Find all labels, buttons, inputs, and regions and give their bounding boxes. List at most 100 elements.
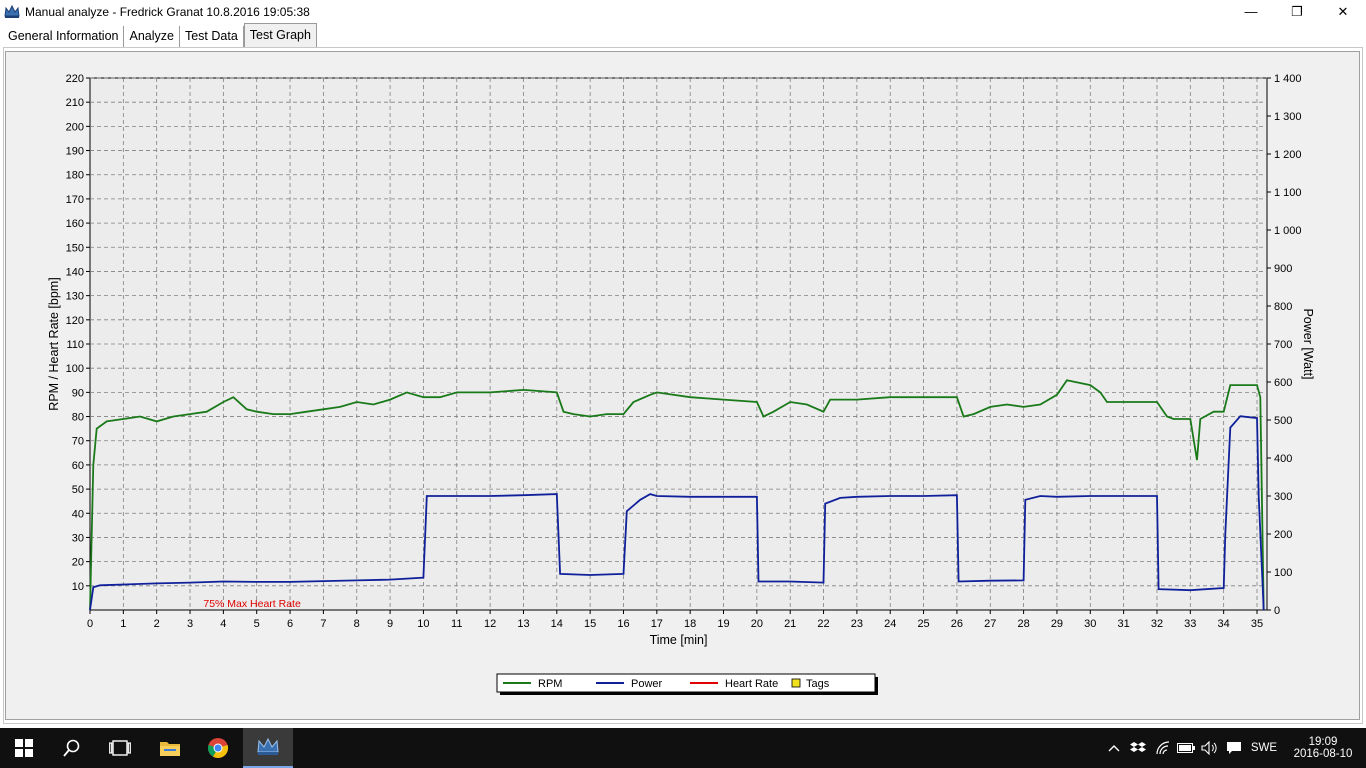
taskbar: SWE 19:09 2016-08-10 xyxy=(0,728,1366,768)
x-tick-label: 17 xyxy=(651,618,663,630)
y-tick-label: 140 xyxy=(66,266,84,278)
y-tick-label: 120 xyxy=(66,315,84,327)
window-title: Manual analyze - Fredrick Granat 10.8.20… xyxy=(25,4,310,19)
series-line-power xyxy=(89,415,1265,611)
x-tick-label: 23 xyxy=(851,618,863,630)
y-tick-label: 40 xyxy=(72,508,84,520)
search-button[interactable] xyxy=(48,728,96,768)
x-tick-label: 33 xyxy=(1184,618,1196,630)
x-tick-label: 4 xyxy=(220,618,226,630)
legend-swatch xyxy=(791,678,801,688)
file-explorer-button[interactable] xyxy=(146,728,194,768)
dropbox-tray[interactable] xyxy=(1128,728,1148,768)
network-tray[interactable] xyxy=(1152,728,1174,768)
y2-axis-label: Power [Watt] xyxy=(1301,308,1315,379)
x-tick-label: 28 xyxy=(1017,618,1029,630)
tab-general-information[interactable]: General Information xyxy=(3,26,125,47)
action-center-tray[interactable] xyxy=(1223,728,1245,768)
y-tick-label: 180 xyxy=(66,170,84,182)
manual-analyze-taskbar-button[interactable] xyxy=(243,728,293,768)
y2-tick-label: 1 400 xyxy=(1274,73,1302,85)
y-tick-label: 50 xyxy=(72,484,84,496)
x-tick-label: 29 xyxy=(1051,618,1063,630)
legend-label: Heart Rate xyxy=(725,678,778,690)
x-axis-label: Time [min] xyxy=(650,633,708,647)
x-tick-label: 8 xyxy=(354,618,360,630)
x-tick-label: 5 xyxy=(254,618,260,630)
legend-shadow xyxy=(500,692,878,695)
x-tick-label: 18 xyxy=(684,618,696,630)
y-tick-label: 200 xyxy=(66,121,84,133)
y2-tick-label: 800 xyxy=(1274,301,1292,313)
tab-strip: General Information Analyze Test Data Te… xyxy=(0,23,1366,47)
y-tick-label: 150 xyxy=(66,242,84,254)
y-tick-label: 220 xyxy=(66,73,84,85)
folder-icon xyxy=(160,742,180,756)
tab-analyze[interactable]: Analyze xyxy=(124,26,180,47)
x-tick-label: 32 xyxy=(1151,618,1163,630)
y2-tick-label: 0 xyxy=(1274,605,1280,617)
legend-label: Tags xyxy=(806,678,830,690)
y-tick-label: 160 xyxy=(66,218,84,230)
minimize-button[interactable]: — xyxy=(1244,4,1258,19)
x-tick-label: 6 xyxy=(287,618,293,630)
chrome-icon xyxy=(207,738,229,758)
y-tick-label: 90 xyxy=(72,387,84,399)
y2-tick-label: 400 xyxy=(1274,453,1292,465)
x-tick-label: 25 xyxy=(917,618,929,630)
series-line-rpm xyxy=(89,379,1265,611)
chevron-up-icon xyxy=(1108,745,1120,752)
y-tick-label: 190 xyxy=(66,146,84,158)
y2-tick-label: 300 xyxy=(1274,491,1292,503)
volume-tray[interactable] xyxy=(1199,728,1221,768)
x-tick-label: 1 xyxy=(120,618,126,630)
y2-tick-label: 900 xyxy=(1274,263,1292,275)
x-tick-label: 30 xyxy=(1084,618,1096,630)
y-tick-label: 130 xyxy=(66,291,84,303)
y2-tick-label: 200 xyxy=(1274,529,1292,541)
x-tick-label: 19 xyxy=(717,618,729,630)
x-tick-label: 21 xyxy=(784,618,796,630)
language-indicator[interactable]: SWE xyxy=(1250,742,1278,754)
y-tick-label: 10 xyxy=(72,581,84,593)
x-tick-label: 26 xyxy=(951,618,963,630)
title-bar: Manual analyze - Fredrick Granat 10.8.20… xyxy=(0,0,1366,23)
x-tick-label: 27 xyxy=(984,618,996,630)
y-tick-label: 210 xyxy=(66,97,84,109)
x-tick-label: 12 xyxy=(484,618,496,630)
speaker-icon xyxy=(1201,741,1217,755)
start-button[interactable] xyxy=(0,728,48,768)
maximize-button[interactable]: ❐ xyxy=(1291,3,1303,19)
chrome-button[interactable] xyxy=(194,728,242,768)
close-button[interactable]: ✕ xyxy=(1337,3,1349,19)
y2-tick-label: 600 xyxy=(1274,377,1292,389)
task-view-button[interactable] xyxy=(96,728,144,768)
y-tick-label: 60 xyxy=(72,460,84,472)
battery-tray[interactable] xyxy=(1175,728,1197,768)
x-tick-label: 15 xyxy=(584,618,596,630)
y2-tick-label: 1 100 xyxy=(1274,187,1302,199)
y-tick-label: 70 xyxy=(72,436,84,448)
x-tick-label: 3 xyxy=(187,618,193,630)
y-tick-label: 170 xyxy=(66,194,84,206)
x-tick-label: 9 xyxy=(387,618,393,630)
y-tick-label: 100 xyxy=(66,363,84,375)
tab-test-graph[interactable]: Test Graph xyxy=(243,23,317,47)
crown-app-icon xyxy=(4,4,20,19)
x-tick-label: 13 xyxy=(517,618,529,630)
y-tick-label: 80 xyxy=(72,412,84,424)
clock[interactable]: 19:09 2016-08-10 xyxy=(1286,728,1360,768)
y2-tick-label: 1 000 xyxy=(1274,225,1302,237)
battery-icon xyxy=(1177,743,1195,753)
y2-tick-label: 700 xyxy=(1274,339,1292,351)
chart-area: 0 1 2 3 4 5 6 7 8 9 10 11 12 13 14 15 16 17 18 19 20 21 22 23 24… xyxy=(5,51,1360,720)
x-tick-label: 34 xyxy=(1218,618,1230,630)
annotation-75-max-heart-rate: 75% Max Heart Rate xyxy=(203,598,301,610)
tab-test-data[interactable]: Test Data xyxy=(180,26,244,47)
y2-tick-label: 100 xyxy=(1274,567,1292,579)
x-tick-label: 2 xyxy=(154,618,160,630)
y2-tick-label: 1 200 xyxy=(1274,149,1302,161)
y2-tick-label: 1 300 xyxy=(1274,111,1302,123)
show-hidden-icons-button[interactable] xyxy=(1104,728,1124,768)
x-tick-label: 11 xyxy=(451,618,462,630)
